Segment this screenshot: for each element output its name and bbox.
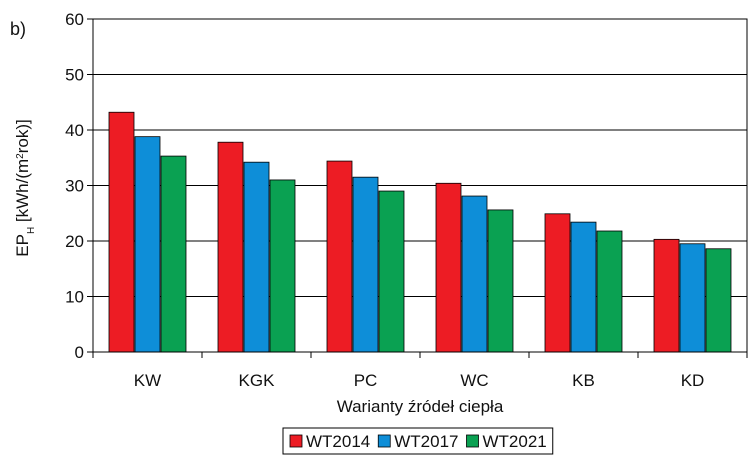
y-tick-label: 40 [65, 121, 84, 140]
bar-wt2017-kw [134, 136, 161, 353]
bars-group [108, 111, 732, 353]
bar-wt2021-kgk [269, 179, 296, 353]
bar-wt2017-kgk [243, 161, 270, 353]
x-tick-label: KB [572, 371, 595, 390]
x-tick-label: KW [134, 371, 161, 390]
y-axis-title-sup: 2 [15, 153, 26, 159]
bar-wt2017-wc [461, 195, 488, 353]
y-axis-title-unit-close: rok)] [13, 119, 32, 153]
x-tick-label: WC [460, 371, 488, 390]
legend-label-wt2017: WT2017 [394, 432, 458, 451]
legend-label-wt2021: WT2021 [483, 432, 547, 451]
bar-wt2021-kb [596, 230, 623, 353]
y-tick-label: 60 [65, 10, 84, 29]
y-axis-title-sub: H [26, 227, 37, 234]
x-tick-label: PC [354, 371, 378, 390]
bar-wt2014-pc [326, 160, 353, 353]
panel-label: b) [10, 19, 26, 39]
bar-wt2017-pc [352, 176, 379, 353]
y-axis-title-base: EP [13, 234, 32, 257]
y-tick-label: 0 [75, 343, 84, 362]
y-tick-label: 30 [65, 177, 84, 196]
x-tick-label: KGK [239, 371, 276, 390]
bar-wt2014-kw [108, 111, 135, 353]
bar-wt2014-wc [435, 182, 462, 353]
bar-wt2014-kgk [217, 141, 244, 353]
bar-wt2021-wc [487, 209, 514, 353]
legend-swatch-wt2021 [466, 434, 479, 448]
legend: WT2014 WT2017 WT2021 [282, 427, 554, 455]
legend-swatch-wt2017 [377, 434, 391, 448]
x-tick-label: KD [681, 371, 705, 390]
y-tick-label: 20 [65, 232, 84, 251]
y-axis-title-unit-open: [kWh/(m [13, 159, 32, 227]
legend-label-wt2014: WT2014 [306, 432, 370, 451]
bar-wt2017-kb [570, 221, 597, 353]
y-axis-ticks: 0 10 20 30 40 50 60 [65, 10, 93, 362]
bar-wt2017-kd [679, 243, 706, 353]
bar-wt2021-pc [378, 190, 405, 353]
bar-wt2014-kb [544, 213, 571, 353]
gridlines [93, 74, 747, 297]
legend-swatch-wt2014 [289, 434, 303, 448]
y-tick-label: 10 [65, 288, 84, 307]
legend-box [282, 427, 554, 455]
y-axis-title: EPH [kWh/(m2rok)] [13, 119, 37, 256]
bar-wt2014-kd [653, 238, 680, 353]
y-tick-label: 50 [65, 66, 84, 85]
bar-wt2021-kw [160, 155, 187, 353]
bar-wt2021-kd [705, 248, 732, 353]
x-axis-ticks: KW KGK PC WC KB KD [92, 352, 748, 390]
x-axis-title: Warianty źródeł ciepła [337, 397, 504, 416]
